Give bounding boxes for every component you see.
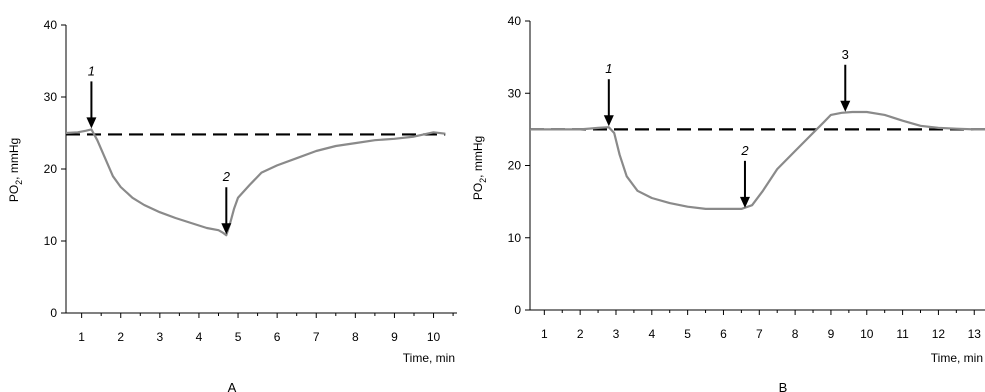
x-axis-title: Time, min — [931, 351, 983, 365]
x-tick-label: 7 — [313, 330, 320, 344]
x-tick-label: 11 — [896, 327, 909, 341]
x-tick-label: 3 — [613, 327, 620, 341]
y-tick-label: 30 — [44, 90, 58, 104]
y-axis-title: PO2, mmHg — [7, 138, 24, 202]
y-axis-title-rest: , mmHg — [7, 138, 21, 180]
y-axis-title-main: PO — [471, 183, 485, 200]
y-axis-title-subscript: 2 — [478, 178, 488, 183]
y-axis-title: PO2, mmHg — [471, 136, 488, 200]
y-tick-label: 10 — [44, 234, 58, 248]
x-tick-label: 2 — [577, 327, 584, 341]
x-tick-label: 10 — [427, 330, 441, 344]
x-tick-label: 1 — [78, 330, 85, 344]
marker-label: 1 — [605, 61, 612, 76]
y-tick-label: 0 — [514, 303, 521, 317]
marker-label: 3 — [842, 47, 849, 62]
po2-series-line — [530, 110, 985, 210]
marker-label: 2 — [740, 143, 749, 158]
x-tick-label: 13 — [968, 327, 982, 341]
marker-arrow-head — [739, 196, 750, 208]
x-tick-label: 12 — [932, 327, 946, 341]
x-tick-label: 1 — [541, 327, 548, 341]
panel-label: A — [228, 380, 237, 392]
x-tick-label: 9 — [391, 330, 398, 344]
x-tick-label: 3 — [156, 330, 163, 344]
x-tick-label: 2 — [117, 330, 124, 344]
x-tick-label: 5 — [684, 327, 691, 341]
y-tick-label: 40 — [508, 14, 522, 28]
y-tick-label: 10 — [508, 231, 522, 245]
y-tick-label: 30 — [508, 86, 522, 100]
y-axis-title-rest: , mmHg — [471, 136, 485, 178]
x-tick-label: 8 — [352, 330, 359, 344]
marker-label: 2 — [222, 169, 231, 184]
x-tick-label: 6 — [274, 330, 281, 344]
x-tick-label: 5 — [235, 330, 242, 344]
x-tick-label: 4 — [648, 327, 655, 341]
y-tick-label: 40 — [44, 18, 58, 32]
marker-arrow-head — [86, 117, 97, 129]
x-tick-label: 7 — [756, 327, 763, 341]
x-tick-label: 9 — [828, 327, 835, 341]
po2-series-line — [65, 128, 446, 237]
x-tick-label: 8 — [792, 327, 799, 341]
y-tick-label: 20 — [508, 159, 522, 173]
y-tick-label: 20 — [44, 162, 58, 176]
x-tick-label: 6 — [720, 327, 727, 341]
y-tick-label: 0 — [50, 306, 57, 320]
marker-label: 1 — [88, 63, 95, 78]
x-axis-title: Time, min — [403, 351, 455, 365]
y-axis-title-main: PO — [7, 185, 21, 202]
marker-arrow-head — [840, 100, 851, 112]
x-tick-label: 10 — [860, 327, 874, 341]
marker-arrow-head — [221, 223, 232, 235]
y-axis-title-subscript: 2 — [14, 180, 24, 185]
panel-label: B — [779, 380, 788, 392]
x-tick-label: 4 — [196, 330, 203, 344]
marker-arrow-head — [603, 115, 614, 127]
